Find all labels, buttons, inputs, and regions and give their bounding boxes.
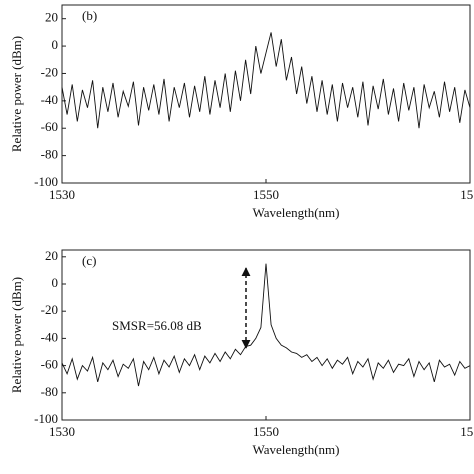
y-tick-label: 20 <box>45 10 58 25</box>
y-axis-label: Relative power (dBm) <box>9 277 24 393</box>
smsr-annotation: SMSR=56.08 dB <box>112 318 202 333</box>
plot-frame <box>61 249 471 421</box>
y-tick-label: -60 <box>41 119 58 134</box>
y-tick-label: -100 <box>34 174 58 189</box>
y-tick-label: -80 <box>41 384 58 399</box>
y-tick-label: 0 <box>52 275 59 290</box>
y-tick-label: -20 <box>41 302 58 317</box>
y-tick-label: -100 <box>34 411 58 426</box>
plot-frame <box>61 4 471 184</box>
x-tick-label: 1550 <box>253 187 279 202</box>
y-tick-label: -20 <box>41 64 58 79</box>
y-tick-label: -80 <box>41 147 58 162</box>
x-tick-label: 1550 <box>253 424 279 439</box>
x-tick-label: 1530 <box>49 187 75 202</box>
y-tick-label: 0 <box>52 37 59 52</box>
panel-label: (c) <box>82 253 96 268</box>
x-tick-label: 157 <box>460 424 474 439</box>
y-axis-label: Relative power (dBm) <box>9 36 24 152</box>
x-axis-label: Wavelength(nm) <box>252 442 339 457</box>
y-tick-label: -40 <box>41 329 58 344</box>
panel-label: (b) <box>82 8 97 23</box>
spectrum-line <box>61 32 471 129</box>
y-tick-label: -60 <box>41 357 58 372</box>
x-tick-label: 1530 <box>49 424 75 439</box>
x-tick-label: 157 <box>460 187 474 202</box>
y-tick-label: -40 <box>41 92 58 107</box>
spectrum-line <box>61 263 471 387</box>
y-tick-label: 20 <box>45 248 58 263</box>
x-axis-label: Wavelength(nm) <box>252 205 339 220</box>
